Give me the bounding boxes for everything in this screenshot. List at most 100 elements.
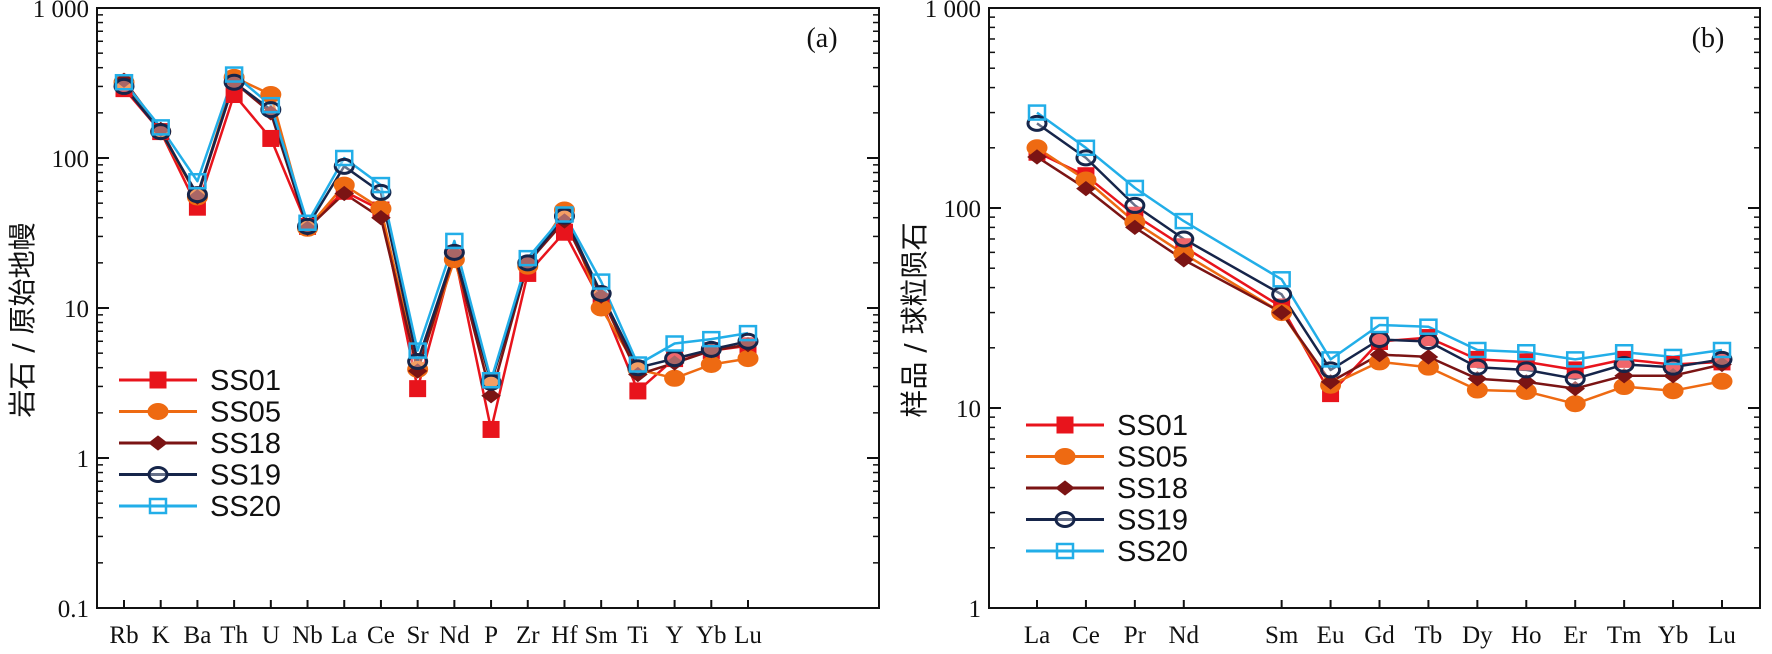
x-tick-label: Lu [1708,622,1736,649]
x-tick-label: Ti [627,622,648,649]
data-point-ss18 [1173,252,1194,268]
data-point-ss20 [188,172,207,190]
x-tick-label: Tm [1607,622,1642,649]
legend-label-ss20: SS20 [210,491,281,523]
data-point-ss05 [1564,395,1586,413]
data-point-ss20 [298,214,317,232]
y-tick-label: 1 [969,596,982,623]
data-point-ss19 [1271,285,1293,303]
data-point-ss20 [445,232,464,250]
x-tick-label: Nd [1169,622,1200,649]
panel-a-x-ticks: Rb K Ba Th U Nb La Ce Sr Nd P Zr Hf Sm Ti Y Yb Lu [109,600,762,649]
legend-marker-ss20 [1055,542,1075,560]
data-point-ss18 [1418,349,1439,365]
data-point-ss19 [1173,230,1195,248]
data-point-ss20 [224,66,244,83]
panel-b-series-markers [1026,104,1733,413]
x-tick-label: Yb [1658,622,1689,649]
data-point-ss20 [665,335,684,352]
data-point-ss05 [700,356,722,374]
x-tick-label: Pr [1124,622,1147,649]
data-point-ss19 [113,77,135,95]
x-tick-label: Hf [551,622,578,649]
legend-marker-ss01 [1056,416,1074,434]
data-point-ss20 [114,73,134,91]
y-tick-label: 0.1 [58,596,89,623]
data-point-ss18 [1320,374,1341,390]
data-point-ss18 [1467,371,1488,387]
data-point-ss18 [334,185,355,202]
data-point-ss20 [1076,139,1096,157]
data-point-ss20 [1370,316,1389,334]
data-point-ss19 [333,157,355,175]
panel-b-y-ticks: 1 10 100 1 000 [925,0,1760,623]
data-point-ss19 [1564,370,1586,388]
x-tick-label: U [262,622,280,649]
data-point-ss19 [1466,358,1488,376]
x-tick-label: Ho [1511,622,1542,649]
data-point-ss18 [1076,180,1096,197]
data-point-ss20 [1272,271,1291,288]
data-point-ss18 [1712,356,1732,373]
data-point-ss19 [664,350,686,368]
legend-marker-ss05 [1054,448,1076,465]
x-tick-label: Nb [292,622,323,649]
series-line-ss18 [1036,155,1723,390]
data-point-ss01 [262,129,280,147]
data-point-ss20 [1468,341,1487,359]
data-point-ss19 [1075,149,1097,167]
legend-label-ss19: SS19 [1117,505,1188,537]
data-point-ss20 [408,342,427,359]
data-point-ss20 [371,176,391,194]
data-point-ss05 [737,350,759,368]
data-point-ss20 [1125,179,1145,197]
x-tick-label: Sm [584,622,618,649]
panel-a-y-axis-title: 岩石 / 原始地幔 [6,222,39,417]
legend-marker-ss19 [147,466,169,483]
legend-marker-ss05 [147,403,169,420]
legend-label-ss01: SS01 [210,365,281,397]
panel-b-label: (b) [1692,23,1725,54]
data-point-ss01 [629,382,647,400]
data-point-ss20 [151,119,170,136]
x-tick-label: Sm [1265,622,1299,649]
data-point-ss18 [1614,368,1634,384]
data-point-ss19 [1124,196,1146,214]
data-point-ss20 [1712,341,1732,359]
legend-marker-ss01 [149,371,167,389]
x-tick-label: K [152,622,170,649]
panel-a-label: (a) [806,23,837,54]
x-tick-label: P [484,622,498,649]
data-point-ss20 [1419,318,1438,335]
x-tick-label: Gd [1364,622,1395,649]
data-point-ss20 [1517,343,1536,361]
legend-marker-ss20 [148,497,168,515]
x-tick-label: Er [1563,622,1587,649]
x-tick-label: Rb [109,622,138,649]
x-tick-label: Nd [439,622,470,649]
legend-label-ss19: SS19 [210,460,281,492]
legend-label-ss05: SS05 [210,397,281,429]
legend-marker-ss18 [1055,480,1075,496]
data-point-ss20 [702,330,721,348]
series-line-ss20 [1036,111,1723,361]
x-tick-label: Sr [407,622,430,649]
data-point-ss19 [1369,331,1390,349]
legend-label-ss18: SS18 [1117,473,1188,505]
data-point-ss05 [1711,372,1733,390]
data-point-ss19 [1417,333,1439,351]
x-tick-label: Zr [516,622,540,649]
data-point-ss20 [738,324,758,342]
x-tick-label: Eu [1317,622,1345,649]
data-point-ss19 [1662,358,1684,376]
y-tick-label: 1 000 [925,0,981,23]
x-tick-label: Ce [367,622,395,649]
panel-a-series-markers [113,66,759,438]
data-point-ss19 [297,217,319,235]
x-tick-label: Ce [1072,622,1100,649]
panel-a-chart: 0.1 1 10 100 1 000 Rb K Ba Th U Nb La Ce Sr Nd P Zr Hf Sm… [6,0,880,649]
data-point-ss19 [590,284,612,302]
x-tick-label: La [331,622,357,649]
data-point-ss18 [1125,219,1145,236]
